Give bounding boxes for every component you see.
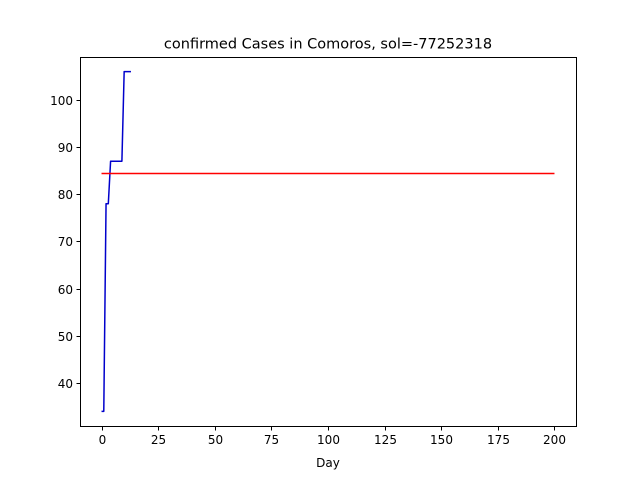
x-tick-label: 0 [99,433,107,447]
y-tick-label: 50 [58,330,73,344]
y-tick-label: 100 [50,94,73,108]
x-axis-label: Day [316,456,340,470]
y-axis: 40 50 60 70 80 90 100 [50,94,81,391]
x-tick-label: 25 [151,433,166,447]
x-tick-label: 75 [264,433,279,447]
x-tick-label: 200 [543,433,566,447]
x-tick-label: 100 [317,433,340,447]
x-tick-label: 175 [487,433,510,447]
series-layer [101,70,555,413]
x-axis: 0 25 50 75 100 125 150 175 200 [99,426,566,447]
chart-title: confirmed Cases in Comoros, sol=-7725231… [164,37,492,53]
x-tick-label: 150 [430,433,453,447]
x-tick-label: 50 [208,433,223,447]
series-line-0 [101,70,131,413]
y-tick-label: 80 [58,188,73,202]
y-tick-label: 70 [58,235,73,249]
plot-frame [80,57,577,427]
y-tick-label: 60 [58,283,73,297]
y-tick-label: 40 [58,377,73,391]
y-tick-label: 90 [58,141,73,155]
x-tick-label: 125 [374,433,397,447]
